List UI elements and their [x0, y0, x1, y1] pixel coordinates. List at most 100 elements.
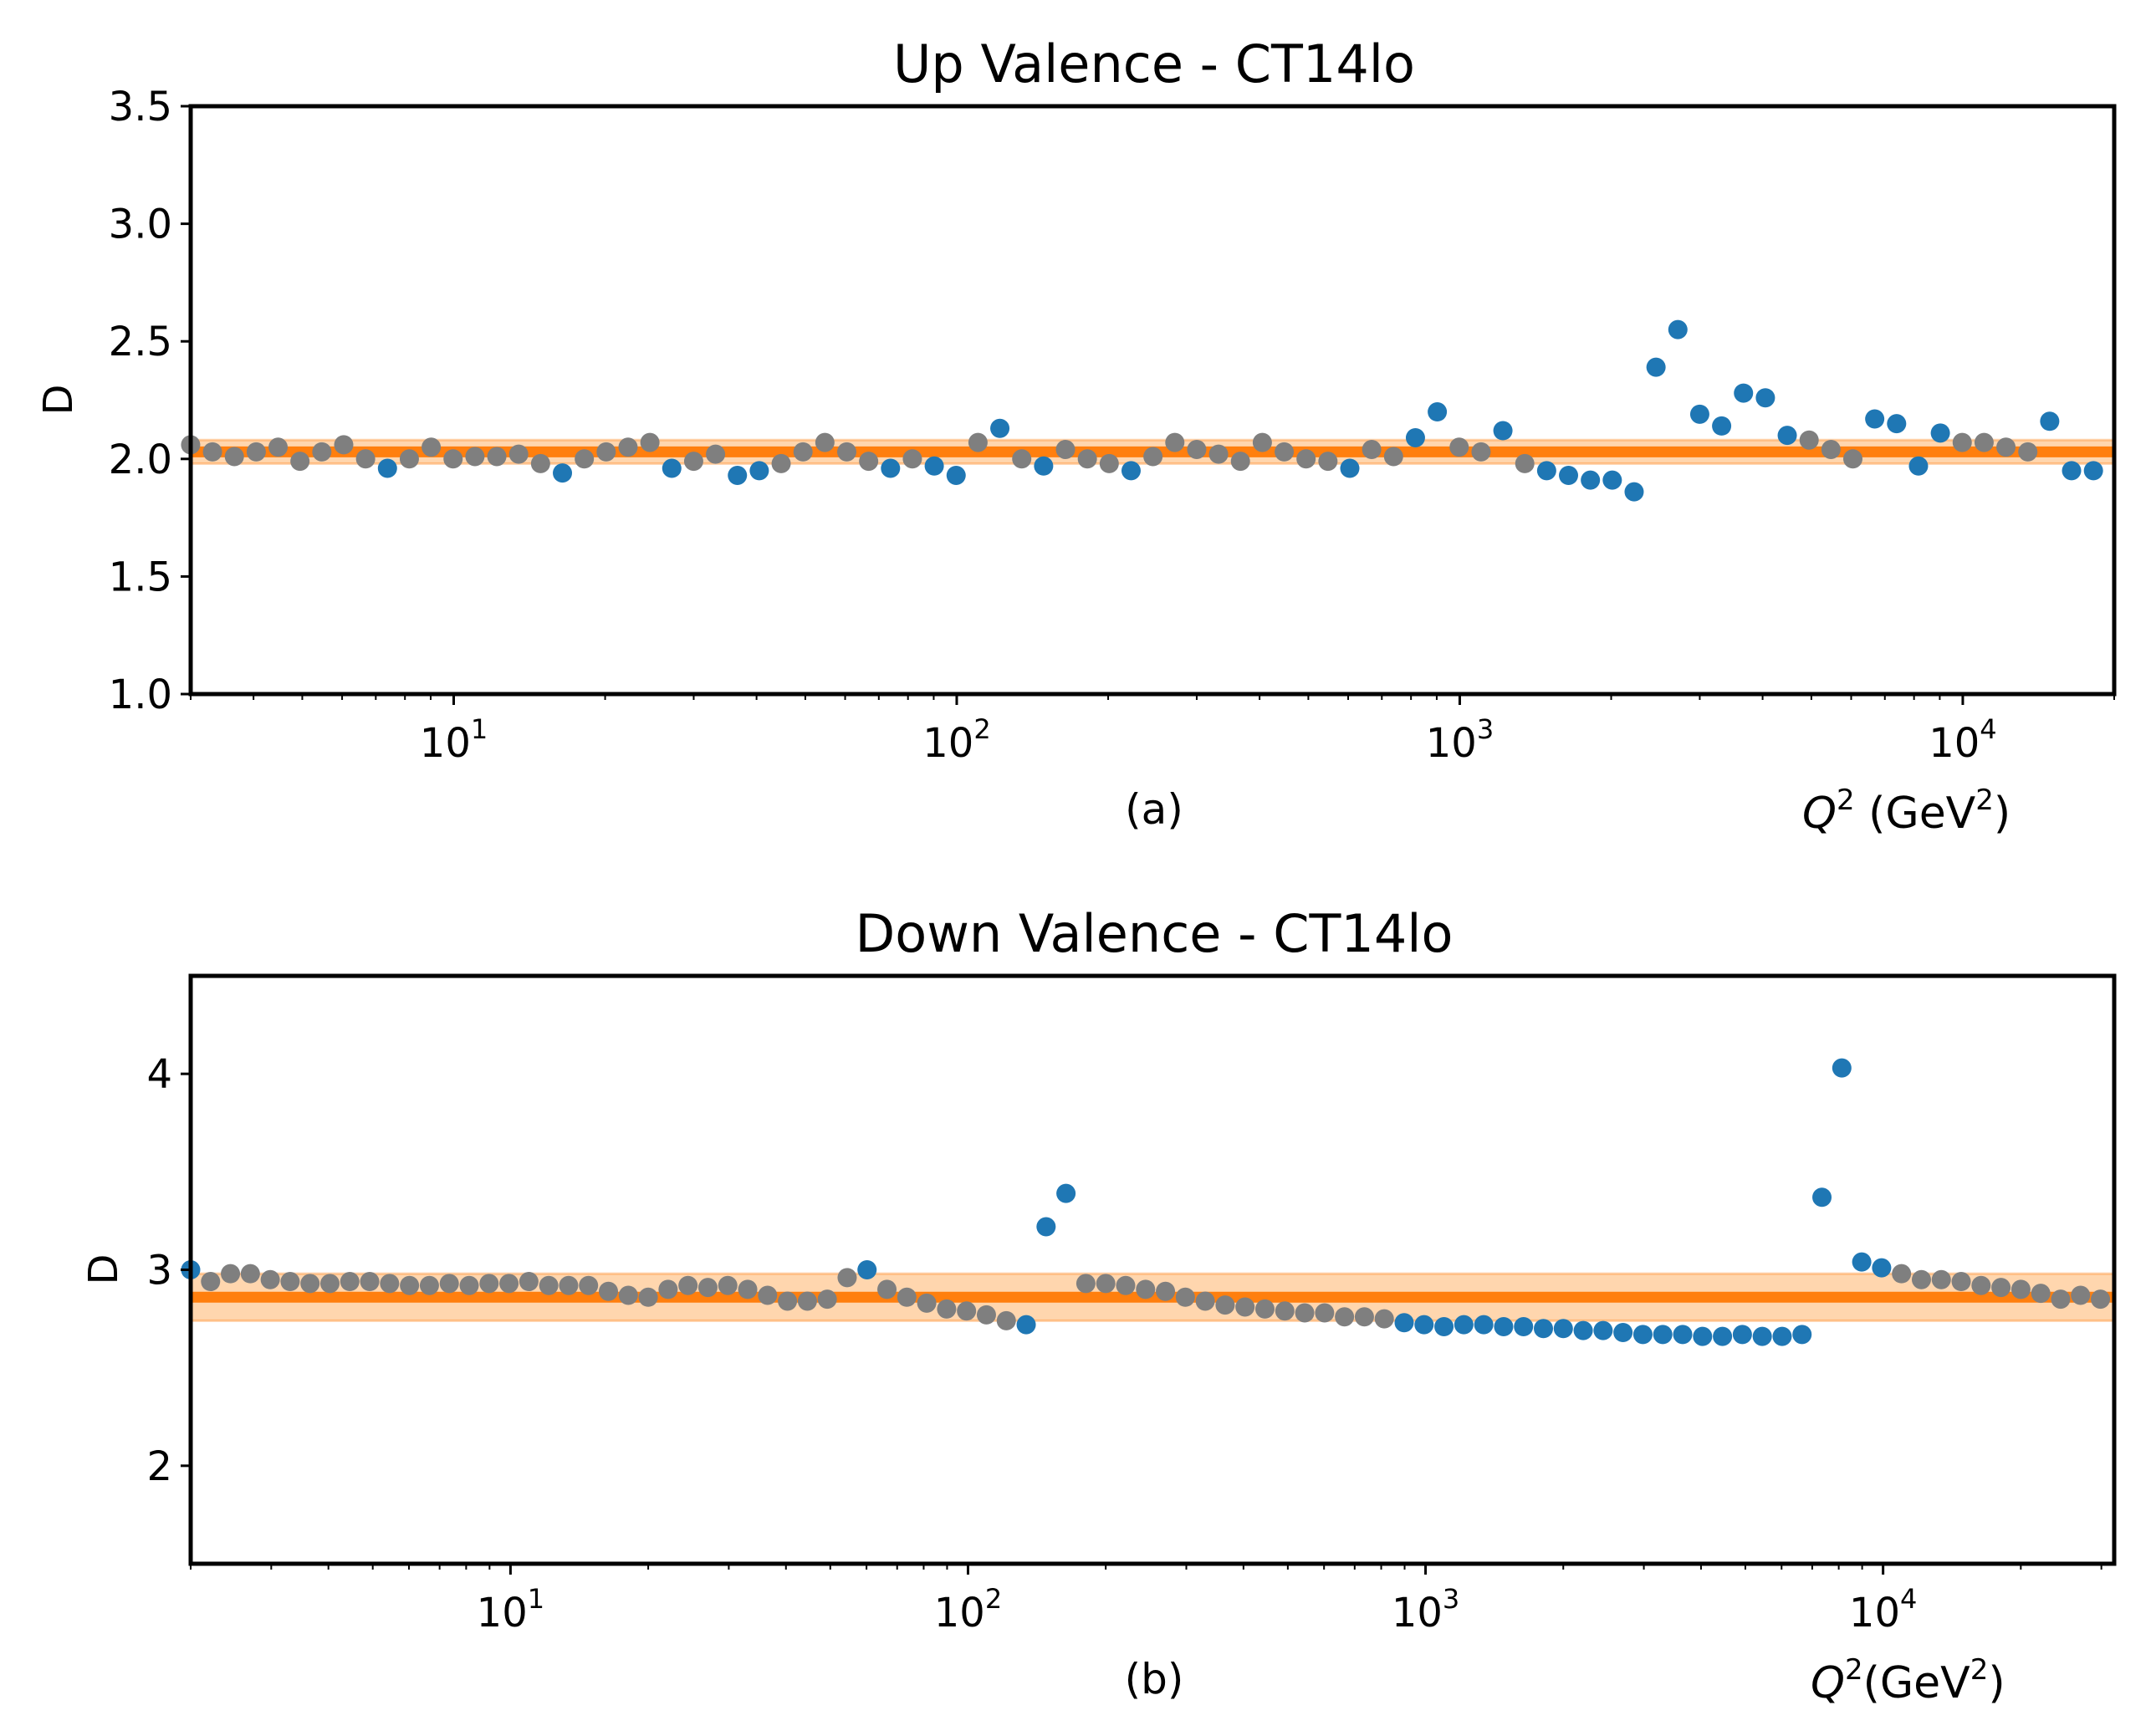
data-point [2010, 1279, 2031, 1299]
data-point [508, 444, 529, 464]
data-point [260, 1269, 280, 1289]
data-point [836, 442, 856, 462]
data-point [1335, 1307, 1355, 1327]
data-point [618, 437, 638, 457]
data-point [1494, 1316, 1514, 1336]
data-point [1165, 432, 1185, 452]
data-point [1275, 442, 1295, 462]
data-point [465, 447, 485, 467]
data-point [1573, 1320, 1593, 1340]
data-point [1713, 1326, 1733, 1346]
panel-down-valence: Down Valence - CT14lo 2 3 4 101 102 103 104 D… [80, 903, 2117, 1708]
data-point [697, 1278, 718, 1298]
data-point [1208, 444, 1229, 464]
data-point [1434, 1316, 1454, 1336]
data-point [1689, 404, 1709, 424]
y-tick-label: 1.5 [109, 554, 172, 600]
data-point [246, 442, 266, 462]
data-point [1471, 442, 1491, 462]
y-tick-label: 3.5 [109, 84, 172, 130]
data-point [1534, 1319, 1554, 1339]
data-point [380, 1274, 400, 1294]
data-point [1777, 426, 1797, 446]
x-tick-label: 103 [1426, 713, 1494, 767]
data-point [1732, 1325, 1752, 1345]
data-point [1055, 440, 1076, 460]
data-point [778, 1291, 798, 1311]
data-point [738, 1279, 758, 1299]
data-point [2071, 1285, 2091, 1305]
y-tick-label: 1.0 [109, 671, 172, 718]
data-point [618, 1285, 638, 1305]
data-point [1734, 383, 1754, 403]
data-point [771, 453, 791, 473]
data-point [360, 1272, 380, 1292]
data-point [1559, 465, 1579, 485]
data-point [749, 461, 769, 481]
y-tick-label: 3.0 [109, 202, 172, 248]
data-point [519, 1272, 539, 1292]
data-point [1908, 456, 1929, 476]
subplot-label: (b) [1125, 1655, 1184, 1703]
data-point [1374, 1309, 1394, 1329]
data-point [1892, 1264, 1912, 1284]
data-point [706, 444, 726, 464]
y-axis-label: D [35, 385, 82, 416]
data-point [300, 1274, 320, 1294]
data-point [1852, 1252, 1872, 1272]
data-point [996, 1310, 1016, 1330]
y-tick-label: 2 [146, 1443, 172, 1490]
data-point [1449, 437, 1469, 457]
data-point [1930, 423, 1950, 443]
y-tick-label: 3 [146, 1248, 172, 1294]
data-point [902, 449, 922, 469]
data-point [1016, 1315, 1036, 1335]
data-point [479, 1274, 499, 1294]
data-point [1673, 1325, 1693, 1345]
data-point [487, 447, 507, 467]
data-point [924, 456, 944, 476]
data-point [579, 1275, 599, 1295]
data-point [439, 1274, 459, 1294]
data-point [1195, 1291, 1215, 1311]
data-point [1613, 1322, 1633, 1342]
data-point [1143, 447, 1163, 467]
data-point [499, 1274, 519, 1294]
data-point [1832, 1058, 1852, 1078]
panel-up-valence: Up Valence - CT14lo 1.0 1.5 2.0 2.5 3.0 3.5 1… [35, 33, 2117, 839]
plot-frame [188, 973, 2117, 1566]
data-point [1296, 449, 1316, 469]
data-point [837, 1268, 857, 1288]
data-point [718, 1275, 738, 1295]
data-point [1991, 1278, 2011, 1298]
data-point [946, 465, 966, 485]
data-point [377, 458, 397, 478]
data-point [937, 1299, 957, 1319]
x-axis-label: Q2(GeV2) [1811, 1653, 2005, 1708]
data-point [1175, 1287, 1195, 1307]
data-point [1076, 1274, 1096, 1294]
data-point [1799, 430, 1819, 450]
data-point [575, 449, 595, 469]
data-point [334, 435, 354, 455]
data-point [1354, 1307, 1374, 1327]
data-point [1295, 1303, 1315, 1323]
data-point [1116, 1275, 1136, 1295]
data-point [419, 1275, 439, 1295]
data-point [599, 1281, 619, 1301]
data-point [1414, 1315, 1434, 1335]
data-point [1215, 1295, 1235, 1315]
data-point [201, 1272, 221, 1292]
x-tick-label: 104 [1929, 713, 1996, 767]
data-point [399, 449, 419, 469]
data-point [1602, 470, 1622, 490]
data-point [1821, 440, 1841, 460]
chart-title: Up Valence - CT14lo [893, 33, 1415, 94]
data-point [728, 465, 748, 485]
data-point [917, 1293, 937, 1313]
x-tick-label: 101 [420, 713, 488, 767]
data-point [815, 432, 835, 452]
data-point [1383, 447, 1403, 467]
data-point [1428, 402, 1448, 422]
